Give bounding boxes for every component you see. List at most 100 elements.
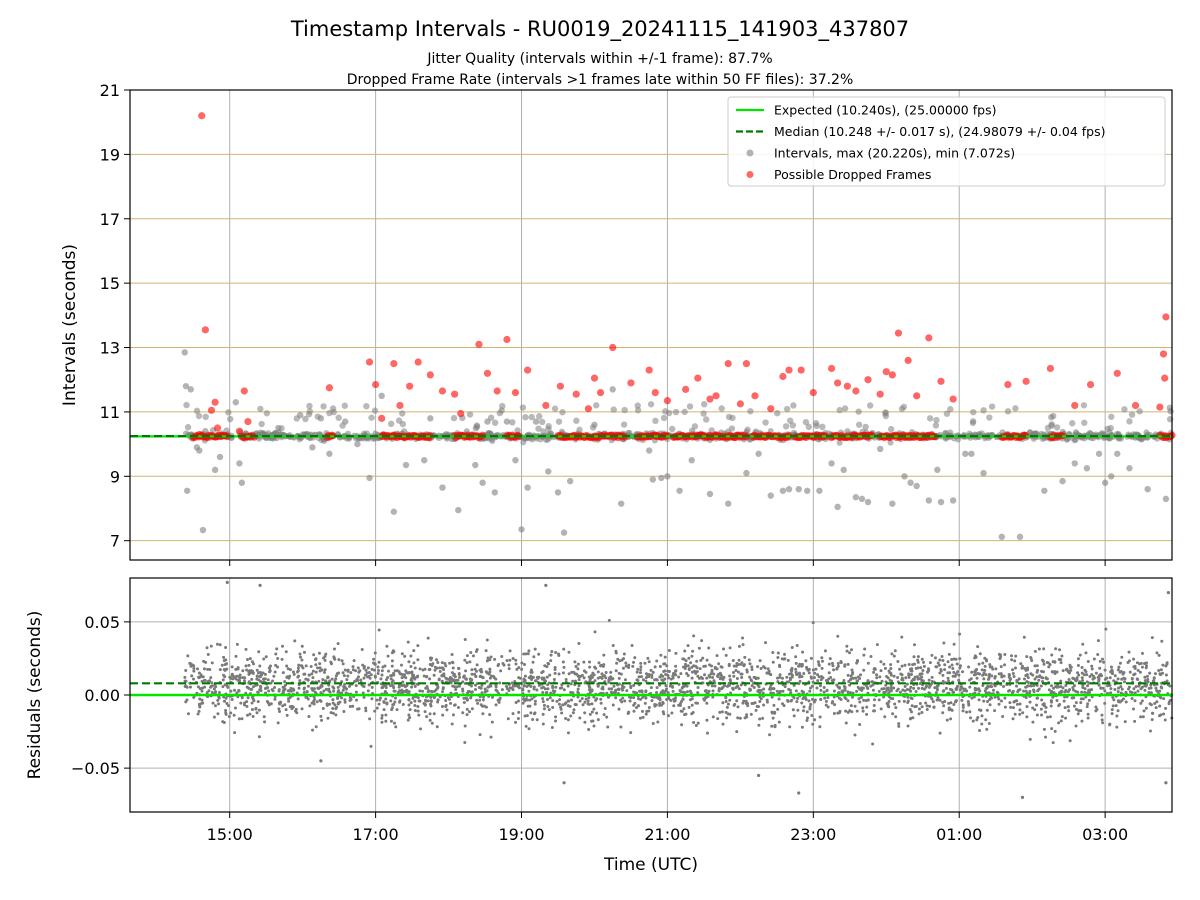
- interval-point: [293, 415, 300, 422]
- residual-point: [474, 674, 478, 678]
- residual-point: [1035, 703, 1039, 707]
- residual-point: [281, 671, 285, 675]
- residual-point: [982, 677, 986, 681]
- residual-point: [450, 660, 454, 664]
- residual-point: [262, 715, 266, 719]
- residual-point: [795, 643, 799, 647]
- residual-point: [561, 671, 565, 675]
- residual-point: [517, 666, 521, 670]
- residual-point: [367, 670, 371, 674]
- interval-point: [834, 503, 841, 511]
- residual-point: [720, 710, 724, 714]
- residual-point: [533, 702, 537, 706]
- residual-point: [858, 700, 862, 704]
- residual-point: [748, 662, 752, 666]
- residual-point: [354, 684, 358, 688]
- residual-point: [1002, 685, 1006, 689]
- residual-point: [557, 702, 561, 706]
- residual-point: [281, 644, 285, 648]
- residual-point: [304, 677, 308, 681]
- interval-point: [836, 406, 843, 414]
- residual-point: [943, 668, 947, 672]
- residual-point: [797, 682, 801, 686]
- residual-point: [1101, 686, 1105, 690]
- residual-point: [993, 709, 997, 713]
- dropped-frame-point: [809, 389, 817, 397]
- interval-point: [368, 414, 375, 421]
- residual-point: [1058, 690, 1062, 694]
- residual-point: [200, 698, 204, 702]
- residual-point: [192, 669, 196, 673]
- residual-point: [1061, 686, 1065, 690]
- residual-point: [732, 703, 736, 707]
- residual-point: [655, 659, 659, 663]
- residual-point: [666, 673, 670, 677]
- residual-point: [885, 686, 889, 690]
- residual-point: [817, 662, 821, 666]
- residual-point: [248, 657, 252, 661]
- residual-point: [861, 686, 865, 690]
- residual-point: [922, 664, 926, 668]
- residual-point: [806, 668, 810, 672]
- residual-point: [717, 662, 721, 666]
- residual-point: [275, 647, 279, 651]
- residual-point: [625, 689, 629, 693]
- residual-point: [562, 647, 566, 651]
- dropped-frame-point: [724, 360, 732, 368]
- x-tick-label: 23:00: [790, 825, 836, 844]
- residual-point: [313, 690, 317, 694]
- residual-point: [858, 687, 862, 691]
- residual-point: [1116, 668, 1120, 672]
- residual-point: [258, 664, 262, 668]
- residual-point: [221, 720, 225, 724]
- interval-point: [491, 419, 499, 426]
- residual-point: [317, 651, 321, 655]
- residual-point: [1022, 677, 1026, 681]
- residual-point: [1075, 676, 1079, 680]
- residual-point: [398, 699, 402, 703]
- residual-point: [201, 675, 205, 679]
- residual-point: [366, 666, 370, 670]
- residual-point: [803, 696, 807, 700]
- interval-point: [706, 490, 714, 498]
- interval-point: [725, 500, 732, 507]
- dropped-frame-point: [785, 366, 793, 374]
- interval-point: [1050, 412, 1057, 420]
- residual-point: [1117, 665, 1121, 669]
- residual-point: [455, 685, 459, 689]
- residual-point: [686, 690, 690, 694]
- residual-point: [877, 698, 881, 702]
- residual-point: [1162, 697, 1166, 701]
- residual-point: [257, 650, 261, 654]
- residual-point: [407, 703, 411, 707]
- residual-point: [375, 706, 379, 710]
- residual-point: [776, 707, 780, 711]
- interval-point: [718, 405, 725, 412]
- residual-point: [812, 676, 816, 680]
- residual-point: [914, 666, 918, 670]
- residual-point: [931, 700, 935, 704]
- residual-point: [985, 659, 989, 663]
- residual-point: [883, 690, 887, 694]
- interval-point: [560, 529, 568, 536]
- interval-point: [998, 533, 1005, 541]
- residual-point: [463, 637, 467, 641]
- interval-point: [1121, 406, 1128, 413]
- residual-point: [1029, 684, 1033, 688]
- residual-point: [734, 664, 738, 668]
- residual-point: [596, 670, 600, 674]
- residual-point: [1024, 689, 1028, 693]
- interval-point: [545, 422, 552, 430]
- residual-point: [326, 675, 330, 679]
- residual-point: [384, 713, 388, 717]
- residual-point: [417, 713, 421, 717]
- interval-point: [782, 423, 790, 430]
- residual-point: [240, 717, 244, 721]
- residual-point: [728, 712, 732, 716]
- residual-point: [765, 698, 769, 702]
- residual-point: [581, 703, 585, 707]
- residual-point: [584, 697, 588, 701]
- residual-point: [790, 646, 794, 650]
- residual-point: [749, 712, 753, 716]
